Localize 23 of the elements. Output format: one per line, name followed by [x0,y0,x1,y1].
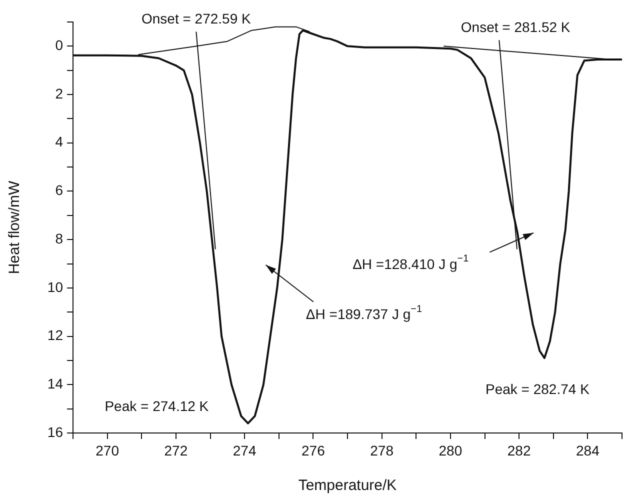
annotation: Peak = 282.74 K [485,380,590,397]
y-axis-title: Heat flow/mW [6,180,24,274]
y-tick-label: 12 [47,327,64,344]
y-tick-label: 14 [47,376,64,392]
y-tick-label: 6 [55,182,64,198]
y-tick-label: 2 [55,85,64,102]
x-tick-label: 282 [507,442,531,458]
y-tick-label: 8 [55,230,64,246]
y-tick-label: 10 [47,278,64,295]
x-tick-label: 270 [96,442,120,458]
y-tick-label: 16 [47,424,64,440]
annotation: Peak = 274.12 K [104,398,210,414]
x-tick-label: 280 [438,442,462,458]
annotation: Onset = 272.59 K [142,10,252,27]
x-tick-label: 274 [232,442,256,458]
annotation: Onset = 281.52 K [460,18,571,35]
x-axis-title: Temperature/K [298,477,397,494]
y-tick-label: 0 [55,37,64,54]
y-tick-label: 4 [55,134,64,150]
x-tick-label: 278 [370,442,394,458]
x-tick-label: 276 [302,442,326,458]
x-tick-label: 272 [164,442,188,458]
x-tick-label: 284 [576,442,600,458]
